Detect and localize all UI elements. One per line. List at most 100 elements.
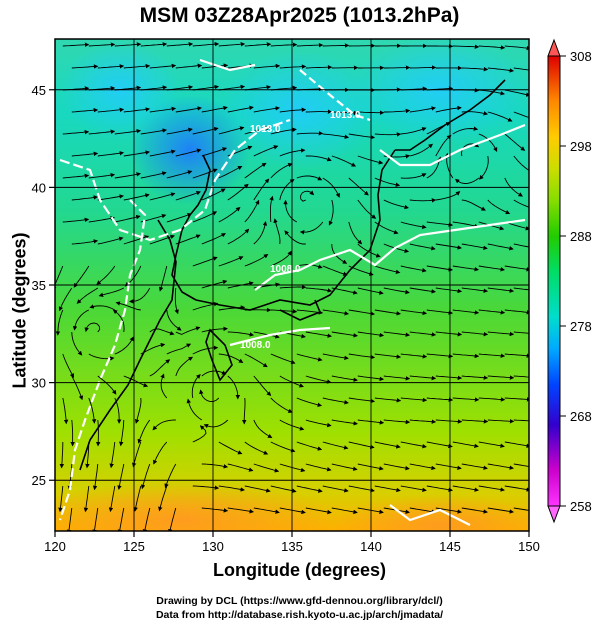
x-tick-label: 135 [281, 539, 303, 554]
streamline [117, 463, 125, 490]
streamline [160, 373, 168, 399]
streamline [114, 128, 142, 135]
streamline [244, 162, 267, 179]
streamline [201, 233, 226, 245]
streamline [149, 149, 176, 157]
streamline [273, 218, 281, 245]
streamline [123, 150, 150, 157]
streamline [322, 397, 349, 405]
streamline [513, 111, 529, 119]
streamline [71, 375, 84, 401]
streamline [478, 155, 489, 180]
streamline [123, 375, 149, 388]
streamline [270, 353, 296, 365]
streamline [296, 131, 324, 136]
streamline [83, 485, 90, 513]
streamline [426, 441, 453, 449]
streamline [504, 89, 529, 97]
streamline [400, 441, 427, 449]
streamline [123, 107, 151, 113]
streamline [322, 485, 349, 493]
streamline [123, 63, 151, 69]
streamline [62, 353, 74, 379]
streamline [227, 463, 254, 472]
streamline [322, 43, 350, 48]
streamline [62, 129, 90, 135]
streamline [305, 64, 333, 70]
x-tick-label: 140 [360, 539, 382, 554]
streamline [153, 441, 168, 465]
streamline [409, 375, 437, 381]
streamline [175, 191, 201, 201]
streamline [270, 441, 296, 453]
streamline [218, 126, 245, 135]
streamline [152, 419, 176, 431]
streamline [89, 304, 116, 311]
streamline [400, 397, 428, 403]
streamline [253, 145, 279, 157]
streamline [322, 309, 349, 316]
streamline [435, 287, 463, 294]
streamline [487, 67, 515, 73]
streamline [478, 89, 505, 96]
streamline [305, 155, 332, 162]
streamline [487, 331, 515, 337]
streamline [504, 397, 529, 402]
streamline [123, 235, 150, 245]
streamline [192, 41, 220, 47]
streamline [461, 66, 489, 72]
streamline [409, 507, 436, 514]
streamline [487, 243, 514, 251]
y-tick-label: 30 [32, 376, 46, 391]
streamline [71, 107, 99, 113]
streamline [504, 45, 529, 51]
streamline [203, 419, 229, 429]
streamline [305, 507, 332, 515]
streamline [270, 250, 292, 267]
streamline [114, 42, 142, 47]
streamline [357, 199, 377, 219]
streamline [322, 441, 349, 450]
streamline [322, 353, 349, 361]
streamline [227, 228, 250, 245]
streamline [244, 441, 269, 455]
temperature-field [55, 39, 529, 531]
streamline [174, 287, 179, 315]
streamline [71, 239, 99, 245]
streamline [109, 441, 116, 469]
streamline [166, 213, 192, 223]
streamline [218, 41, 246, 47]
streamline [227, 331, 255, 337]
streamline [400, 265, 427, 273]
streamline [192, 211, 218, 223]
colorbar-tick-label: 298 [570, 139, 592, 154]
streamline [98, 287, 124, 297]
colorbar-tick-label: 278 [570, 319, 592, 334]
x-tick-label: 125 [123, 539, 145, 554]
streamline [97, 107, 125, 113]
streamline [201, 63, 229, 69]
streamline [114, 214, 141, 223]
streamline [84, 322, 101, 333]
streamline [62, 397, 69, 425]
streamline [244, 42, 272, 47]
streamline [201, 147, 228, 157]
streamline [487, 287, 515, 293]
streamline [383, 199, 409, 210]
streamline [62, 42, 90, 47]
streamline [452, 485, 479, 492]
streamline [513, 375, 529, 378]
streamline [487, 507, 514, 514]
streamline [66, 507, 73, 531]
streamline [244, 485, 271, 493]
streamline [175, 356, 194, 377]
streamline [140, 128, 167, 135]
streamline [283, 199, 298, 223]
streamline [58, 287, 73, 312]
contour-label: 1013.0 [330, 110, 361, 121]
streamline [88, 397, 97, 424]
streamline [478, 265, 505, 272]
streamline [149, 359, 171, 377]
streamline [55, 265, 64, 291]
streamline [166, 309, 182, 331]
